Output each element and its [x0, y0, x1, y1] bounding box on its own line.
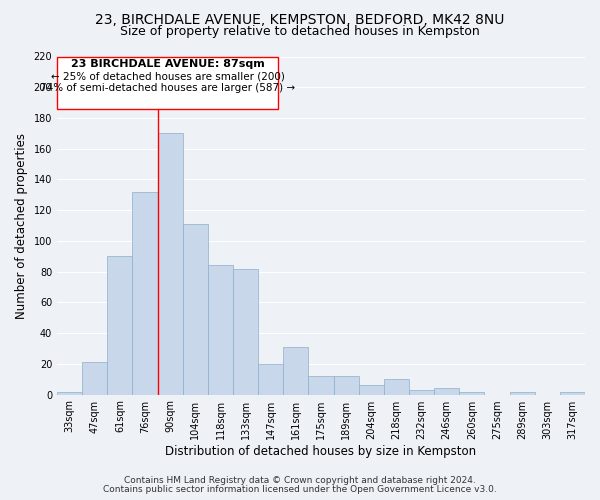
Bar: [308, 376, 334, 394]
Bar: [459, 392, 484, 394]
Text: 23 BIRCHDALE AVENUE: 87sqm: 23 BIRCHDALE AVENUE: 87sqm: [71, 59, 265, 69]
Bar: [158, 134, 183, 394]
Bar: [359, 386, 384, 394]
Text: 74% of semi-detached houses are larger (587) →: 74% of semi-detached houses are larger (…: [40, 83, 295, 93]
Bar: [334, 376, 359, 394]
Text: ← 25% of detached houses are smaller (200): ← 25% of detached houses are smaller (20…: [51, 72, 284, 82]
Text: Contains public sector information licensed under the Open Government Licence v3: Contains public sector information licen…: [103, 485, 497, 494]
Text: 23, BIRCHDALE AVENUE, KEMPSTON, BEDFORD, MK42 8NU: 23, BIRCHDALE AVENUE, KEMPSTON, BEDFORD,…: [95, 12, 505, 26]
Bar: [82, 362, 107, 394]
Bar: [233, 268, 258, 394]
Bar: [258, 364, 283, 394]
Bar: [560, 392, 585, 394]
Text: Contains HM Land Registry data © Crown copyright and database right 2024.: Contains HM Land Registry data © Crown c…: [124, 476, 476, 485]
X-axis label: Distribution of detached houses by size in Kempston: Distribution of detached houses by size …: [166, 444, 476, 458]
Bar: [208, 266, 233, 394]
Bar: [409, 390, 434, 394]
Bar: [283, 347, 308, 395]
Bar: [133, 192, 158, 394]
Text: Size of property relative to detached houses in Kempston: Size of property relative to detached ho…: [120, 25, 480, 38]
Bar: [434, 388, 459, 394]
Bar: [183, 224, 208, 394]
Bar: [384, 379, 409, 394]
Bar: [509, 392, 535, 394]
Bar: [107, 256, 133, 394]
Bar: [57, 392, 82, 394]
Y-axis label: Number of detached properties: Number of detached properties: [15, 132, 28, 318]
